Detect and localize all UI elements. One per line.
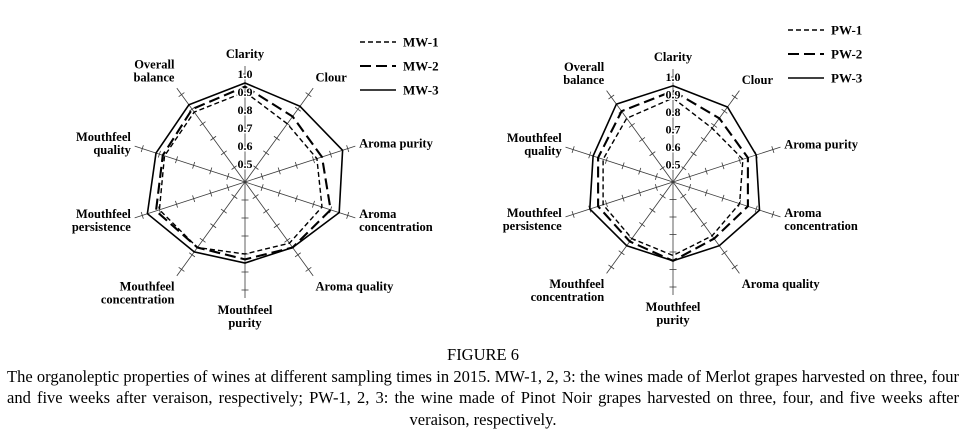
legend-item-MW-3: MW-3: [360, 83, 439, 98]
axis-label: Mouthfeel persistence: [503, 206, 563, 233]
svg-text:0.7: 0.7: [666, 123, 681, 137]
radar-chart-merlot: 0.5 0.6 0.7 0.8 0.9 1.0 Clarity Clour Aroma puri…: [0, 0, 483, 345]
svg-text:0.8: 0.8: [666, 105, 681, 119]
axis-label: Aroma quality: [742, 277, 821, 291]
radial-tick-labels: 0.5 0.6 0.7 0.8 0.9 1.0: [236, 66, 254, 173]
radar-chart-pinot-noir: 0.5 0.6 0.7 0.8 0.9 1.0 Clarity Clour Aroma puri…: [483, 0, 966, 345]
figure-charts: 0.5 0.6 0.7 0.8 0.9 1.0 Clarity Clour Aroma puri…: [0, 0, 966, 345]
axis-label: Aroma purity: [359, 137, 433, 151]
legend-item-PW-2: PW-2: [788, 47, 862, 62]
axis-label: Clarity: [654, 50, 693, 64]
legend-label: PW-3: [831, 71, 863, 86]
legend: MW-1 MW-2 MW-3: [360, 35, 439, 98]
radar-svg: 0.5 0.6 0.7 0.8 0.9 1.0 Clarity Clour Aroma puri…: [72, 35, 439, 331]
radar-svg: 0.5 0.6 0.7 0.8 0.9 1.0 Clarity Clour Aroma puri…: [503, 23, 863, 328]
axis-label: Clour: [742, 73, 774, 87]
axis-label: Mouthfeel persistence: [72, 207, 132, 234]
radar-axes: [565, 69, 781, 295]
svg-text:0.8: 0.8: [238, 103, 253, 117]
radial-tick-labels: 0.5 0.6 0.7 0.8 0.9 1.0: [664, 69, 682, 174]
svg-text:0.5: 0.5: [666, 158, 681, 172]
axis-label: Mouthfeel purity: [646, 300, 701, 327]
legend-label: MW-1: [403, 35, 439, 50]
axis-label: Mouthfeel purity: [218, 303, 273, 330]
axis-label: Mouthfeel quality: [507, 131, 563, 158]
series-PW-3: [588, 84, 761, 262]
series-MW-1: [158, 91, 323, 255]
svg-text:0.9: 0.9: [238, 85, 253, 99]
axis-labels: Clarity Clour Aroma purity Aroma concentrati…: [503, 50, 859, 327]
legend-label: PW-2: [831, 47, 862, 62]
svg-text:1.0: 1.0: [666, 70, 681, 84]
legend-label: PW-1: [831, 23, 862, 38]
axis-label: Overall balance: [133, 58, 175, 85]
legend: PW-1 PW-2 PW-3: [788, 23, 863, 86]
series-MW-3: [146, 82, 344, 264]
legend-label: MW-3: [403, 83, 439, 98]
axis-label: Aroma concentration: [784, 206, 858, 233]
svg-text:0.6: 0.6: [666, 140, 681, 154]
svg-text:1.0: 1.0: [238, 67, 253, 81]
axis-labels: Clarity Clour Aroma purity Aroma concentrati…: [72, 47, 434, 330]
axis-label: Overall balance: [563, 60, 605, 87]
axis-label: Aroma purity: [784, 138, 858, 152]
figure-label: FIGURE 6: [447, 345, 519, 364]
radar-series: [588, 84, 761, 262]
figure-caption-text: The organoleptic properties of wines at …: [7, 366, 959, 430]
legend-label: MW-2: [403, 59, 439, 74]
axis-label: Aroma quality: [316, 279, 395, 293]
axis-label: Clour: [316, 71, 348, 85]
svg-text:0.7: 0.7: [238, 121, 253, 135]
legend-item-MW-2: MW-2: [360, 59, 439, 74]
svg-text:0.9: 0.9: [666, 88, 681, 102]
axis-label: Mouthfeel quality: [76, 130, 132, 157]
axis-label: Aroma concentration: [359, 207, 433, 234]
legend-item-PW-3: PW-3: [788, 71, 863, 86]
radar-series: [146, 82, 344, 264]
axis-label: Clarity: [226, 47, 265, 61]
figure-caption-block: FIGURE 6 The organoleptic properties of …: [7, 345, 959, 431]
series-MW-2: [154, 85, 332, 261]
axis-label: Mouthfeel concentration: [101, 279, 175, 306]
legend-item-MW-1: MW-1: [360, 35, 439, 50]
svg-text:0.6: 0.6: [238, 139, 253, 153]
svg-text:0.5: 0.5: [238, 157, 253, 171]
axis-label: Mouthfeel concentration: [531, 277, 605, 304]
legend-item-PW-1: PW-1: [788, 23, 862, 38]
